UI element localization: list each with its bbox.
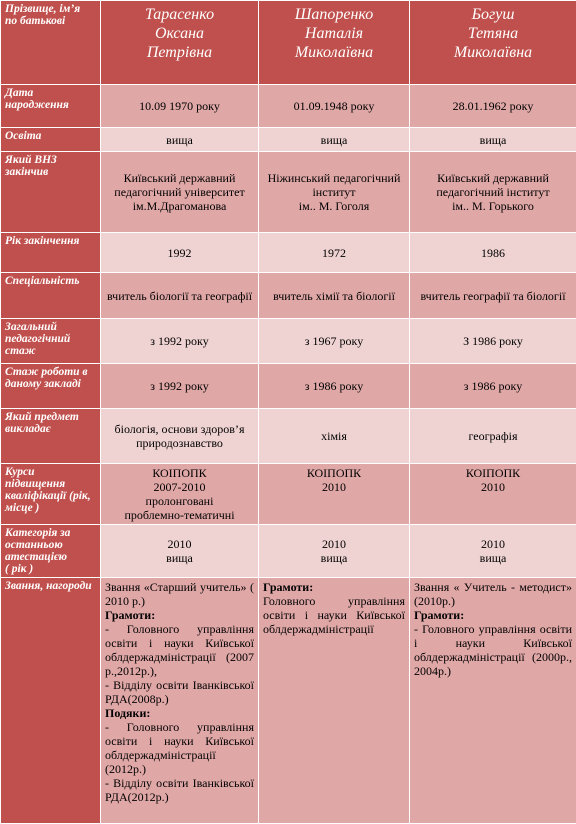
award-item: - Головного управління освіти і науки Ки… xyxy=(105,720,254,776)
header-label: Прізвище, ім’я по батькові xyxy=(1,1,101,85)
award-item: Подяки: xyxy=(105,706,254,720)
row-label: Загальний педагогічний стаж xyxy=(1,319,101,364)
cell: географія xyxy=(410,409,576,464)
cell: з 1992 року xyxy=(101,319,259,364)
awards-cell: Звання «Старший учитель» ( 2010 р.)Грамо… xyxy=(101,578,259,824)
row-label: Дата народження xyxy=(1,85,101,128)
award-item: Грамоти: xyxy=(414,608,572,622)
row-label: Рік закінчення xyxy=(1,233,101,273)
cell: з 1986 року xyxy=(410,364,576,409)
cell: З 1986 року xyxy=(410,319,576,364)
cell: з 1992 року xyxy=(101,364,259,409)
data-row: Категорія за останньою атестацією ( рік … xyxy=(1,525,576,578)
cell: 28.01.1962 року xyxy=(410,85,576,128)
data-row: Курси підвищення кваліфікації (рік, місц… xyxy=(1,464,576,525)
cell: КОІПОПК 2007-2010 пролонговані проблемно… xyxy=(101,464,259,525)
award-item: - Головного управління освіти і науки Ки… xyxy=(414,622,572,678)
row-label: Який ВНЗ закінчив xyxy=(1,152,101,233)
row-label: Який предмет викладає xyxy=(1,409,101,464)
cell: 1986 xyxy=(410,233,576,273)
teacher-name: Шапоренко Наталія Миколаївна xyxy=(259,1,410,85)
awards-cell: Звання « Учитель - методист» (2010р.)Гра… xyxy=(410,578,576,824)
awards-cell: Грамоти:Головного управління освіти і на… xyxy=(259,578,410,824)
teacher-name: Богуш Тетяна Миколаївна xyxy=(410,1,576,85)
award-item: Звання «Старший учитель» ( 2010 р.) xyxy=(105,580,254,608)
row-label: Спеціальність xyxy=(1,273,101,319)
award-item: Грамоти: xyxy=(263,580,405,594)
cell: вища xyxy=(410,128,576,152)
cell: вчитель хімії та біології xyxy=(259,273,410,319)
cell: Ніжинський педагогічний інститут ім.. М.… xyxy=(259,152,410,233)
award-item: Головного управління освіти і науки Київ… xyxy=(263,594,405,636)
cell: 1972 xyxy=(259,233,410,273)
cell: 01.09.1948 року xyxy=(259,85,410,128)
row-label: Звання, нагороди xyxy=(1,578,101,824)
cell: КОІПОПК 2010 xyxy=(410,464,576,525)
award-item: - Відділу освіти Іванківської РДА(2008р.… xyxy=(105,678,254,706)
row-label: Категорія за останньою атестацією ( рік … xyxy=(1,525,101,578)
cell: вчитель біології та географії xyxy=(101,273,259,319)
cell: 1992 xyxy=(101,233,259,273)
teacher-name: Тарасенко Оксана Петрівна xyxy=(101,1,259,85)
row-label: Курси підвищення кваліфікації (рік, місц… xyxy=(1,464,101,525)
cell: з 1986 року xyxy=(259,364,410,409)
row-label: Стаж роботи в даному закладі xyxy=(1,364,101,409)
cell: 2010 вища xyxy=(410,525,576,578)
row-label: Освіта xyxy=(1,128,101,152)
award-item: Звання « Учитель - методист» (2010р.) xyxy=(414,580,572,608)
award-item: - Головного управління освіти і науки Ки… xyxy=(105,622,254,678)
cell: з 1967 року xyxy=(259,319,410,364)
cell: 2010 вища xyxy=(101,525,259,578)
cell: 2010 вища xyxy=(259,525,410,578)
cell: КОІПОПК 2010 xyxy=(259,464,410,525)
cell: вища xyxy=(259,128,410,152)
award-item: - Відділу освіти Іванківської РДА(2012р.… xyxy=(105,776,254,804)
cell: вища xyxy=(101,128,259,152)
award-item: Грамоти: xyxy=(105,608,254,622)
cell: 10.09 1970 року xyxy=(101,85,259,128)
cell: хімія xyxy=(259,409,410,464)
cell: Київський державний педагогічний інститу… xyxy=(410,152,576,233)
cell: Київський державний педагогічний універс… xyxy=(101,152,259,233)
cell: біологія, основи здоров’я природознавств… xyxy=(101,409,259,464)
cell: вчитель географії та біології xyxy=(410,273,576,319)
